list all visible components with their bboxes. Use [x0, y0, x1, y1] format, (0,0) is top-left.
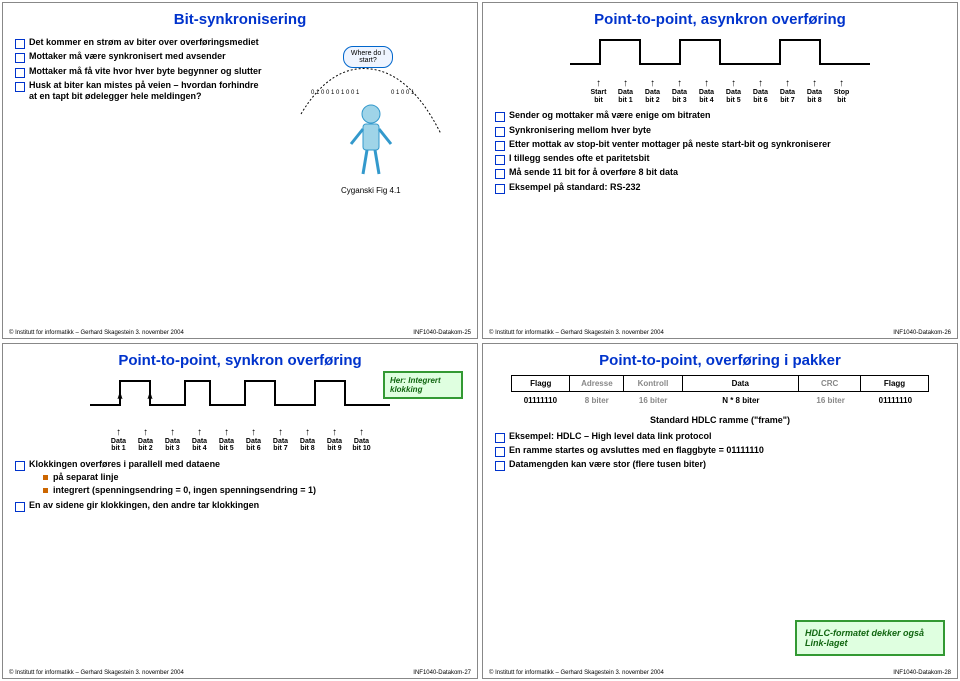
hdlc-value-cell: 16 biter	[799, 396, 862, 405]
hdlc-header-cell: CRC	[799, 376, 861, 391]
waveform	[570, 34, 870, 74]
waveform	[90, 375, 390, 423]
slide-title: Point-to-point, overføring i pakker	[493, 352, 947, 369]
slide-async: Point-to-point, asynkron overføring ↑Sta…	[482, 2, 958, 339]
bullet: Husk at biter kan mistes på veien – hvor…	[15, 80, 263, 103]
bit-label: ↑Databit 8	[295, 427, 321, 453]
bit-label: ↑Databit 10	[349, 427, 375, 453]
bullet: Eksempel: HDLC – High level data link pr…	[495, 431, 947, 442]
slide-footer: © Institutt for informatikk – Gerhard Sk…	[9, 330, 471, 336]
slide-bit-sync: Bit-synkronisering Det kommer en strøm a…	[2, 2, 478, 339]
bullet: Eksempel på standard: RS-232	[495, 182, 947, 193]
svg-text:0 1 0 0 1 0 1 0 0 1: 0 1 0 0 1 0 1 0 0 1	[311, 90, 360, 96]
hdlc-value-cell: N * 8 biter	[682, 396, 799, 405]
footer-right: INF1040-Datakom-27	[413, 670, 471, 676]
bit-label: ↑Databit 7	[268, 427, 294, 453]
bit-label: ↑Stopbit	[829, 78, 855, 104]
bit-label: ↑Databit 2	[133, 427, 159, 453]
bit-label: ↑Databit 3	[667, 78, 693, 104]
hdlc-value-cell: 01111110	[511, 396, 569, 405]
bit-label: ↑Databit 6	[748, 78, 774, 104]
note-box: Her: Integrert klokking	[383, 371, 463, 399]
slide-footer: © Institutt for informatikk – Gerhard Sk…	[489, 330, 951, 336]
bullet: En av sidene gir klokkingen, den andre t…	[15, 500, 467, 511]
sub-bullet: integrert (spenningsendring = 0, ingen s…	[43, 485, 467, 496]
bit-label: ↑Databit 1	[106, 427, 132, 453]
bit-label: ↑Databit 6	[241, 427, 267, 453]
slide-footer: © Institutt for informatikk – Gerhard Sk…	[489, 670, 951, 676]
slide-packets: Point-to-point, overføring i pakker Flag…	[482, 343, 958, 680]
hdlc-header-cell: Adresse	[570, 376, 624, 391]
speech-bubble: Where do I start?	[343, 46, 393, 68]
footer-right: INF1040-Datakom-28	[893, 670, 951, 676]
bullet-list: Det kommer en strøm av biter over overfø…	[13, 37, 263, 102]
bit-label: ↑Databit 3	[160, 427, 186, 453]
footer-left: © Institutt for informatikk – Gerhard Sk…	[489, 330, 664, 336]
hdlc-value-cell: 16 biter	[624, 396, 682, 405]
bit-labels: ↑Startbit↑Databit 1↑Databit 2↑Databit 3↑…	[493, 78, 947, 104]
footer-right: INF1040-Datakom-25	[413, 330, 471, 336]
bullet: En ramme startes og avsluttes med en fla…	[495, 445, 947, 456]
bullet: I tillegg sendes ofte et paritetsbit	[495, 153, 947, 164]
slide-title: Bit-synkronisering	[13, 11, 467, 28]
bit-label: ↑Databit 4	[187, 427, 213, 453]
bit-label: ↑Databit 7	[775, 78, 801, 104]
sub-bullet: på separat linje	[43, 472, 467, 483]
hdlc-header-cell: Flagg	[512, 376, 570, 391]
footer-left: © Institutt for informatikk – Gerhard Sk…	[9, 330, 184, 336]
bullet: Etter mottak av stop-bit venter mottager…	[495, 139, 947, 150]
bit-label: ↑Databit 9	[322, 427, 348, 453]
hdlc-header-cell: Flagg	[861, 376, 928, 391]
bit-label: ↑Databit 1	[613, 78, 639, 104]
bullet: Det kommer en strøm av biter over overfø…	[15, 37, 263, 48]
slide-footer: © Institutt for informatikk – Gerhard Sk…	[9, 670, 471, 676]
frame-caption: Standard HDLC ramme ("frame")	[493, 415, 947, 425]
bullet: Mottaker må være synkronisert med avsend…	[15, 51, 263, 62]
footer-left: © Institutt for informatikk – Gerhard Sk…	[489, 670, 664, 676]
bit-label: ↑Databit 5	[721, 78, 747, 104]
svg-text:0 1 0 0 1: 0 1 0 0 1	[391, 90, 415, 96]
slide-title: Point-to-point, synkron overføring	[13, 352, 467, 369]
footer-left: © Institutt for informatikk – Gerhard Sk…	[9, 670, 184, 676]
hdlc-value-cell: 01111110	[862, 396, 929, 405]
bullet: Må sende 11 bit for å overføre 8 bit dat…	[495, 167, 947, 178]
slide-sync: Point-to-point, synkron overføring Her: …	[2, 343, 478, 680]
hdlc-header-cell: Data	[683, 376, 799, 391]
bullet: Datamengden kan være stor (flere tusen b…	[495, 459, 947, 470]
bullet: Mottaker må få vite hvor hver byte begyn…	[15, 66, 263, 77]
bit-label: ↑Databit 5	[214, 427, 240, 453]
bullet: Sender og mottaker må være enige om bitr…	[495, 110, 947, 121]
figure-caption: Cyganski Fig 4.1	[269, 186, 473, 195]
footer-right: INF1040-Datakom-26	[893, 330, 951, 336]
bullet-list: Klokkingen overføres i parallell med dat…	[13, 459, 467, 511]
bit-label: ↑Databit 2	[640, 78, 666, 104]
bit-labels: ↑Databit 1↑Databit 2↑Databit 3↑Databit 4…	[13, 427, 467, 453]
bullet-list: Sender og mottaker må være enige om bitr…	[493, 110, 947, 193]
bullet: Klokkingen overføres i parallell med dat…	[15, 459, 467, 497]
hdlc-frame-headers: FlaggAdresseKontrollDataCRCFlagg	[511, 375, 929, 392]
bit-label: ↑Startbit	[586, 78, 612, 104]
hdlc-value-cell: 8 biter	[570, 396, 624, 405]
bit-label: ↑Databit 8	[802, 78, 828, 104]
note-box: HDLC-formatet dekker også Link-laget	[795, 620, 945, 656]
bit-label: ↑Databit 4	[694, 78, 720, 104]
bullet: Synkronisering mellom hver byte	[495, 125, 947, 136]
hdlc-frame-values: 011111108 biter16 biterN * 8 biter16 bit…	[511, 396, 929, 405]
slide-title: Point-to-point, asynkron overføring	[493, 11, 947, 28]
hdlc-header-cell: Kontroll	[624, 376, 682, 391]
bullet-list: Eksempel: HDLC – High level data link pr…	[493, 431, 947, 471]
